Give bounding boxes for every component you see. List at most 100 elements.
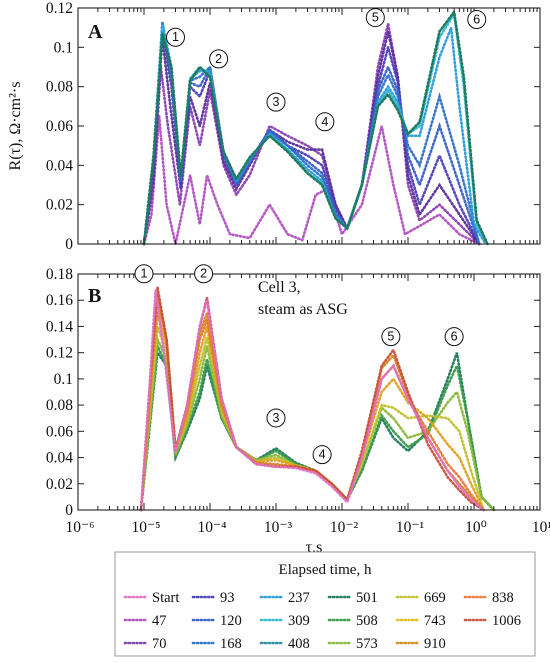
legend-item-573: 573 xyxy=(327,636,378,652)
x-tick-label: 10⁻¹ xyxy=(396,519,425,536)
y-tick-label: 0.02 xyxy=(46,197,73,214)
peak-marker-3: 3 xyxy=(266,408,286,428)
legend-label: 47 xyxy=(152,613,167,629)
series-line-start xyxy=(139,289,485,512)
legend-label: 408 xyxy=(288,636,310,652)
x-tick-label: 10⁻⁴ xyxy=(197,519,226,536)
legend-label: 838 xyxy=(492,590,514,606)
legend-frame xyxy=(114,551,536,657)
peak-number: 6 xyxy=(451,330,458,344)
annotation-line: Cell 3, xyxy=(258,279,301,296)
legend-item-408: 408 xyxy=(259,636,310,652)
y-tick-label: 0.16 xyxy=(46,292,73,309)
peak-marker-5: 5 xyxy=(381,327,401,347)
x-tick-label: 10⁰ xyxy=(465,519,487,536)
panel-b: 0 0.02 0.04 0.06 0.08 0.1 0.12 0.14 0.16 0.18 10⁻⁶… xyxy=(46,264,550,556)
legend-item-168: 168 xyxy=(191,636,242,652)
y-tick-label: 0 xyxy=(65,502,73,519)
x-tick-label: 10⁻⁵ xyxy=(131,519,160,536)
peak-circle xyxy=(134,264,154,284)
y-tick-label: 0.12 xyxy=(46,345,73,362)
legend-item-237: 237 xyxy=(259,590,310,606)
peak-number: 1 xyxy=(172,30,179,44)
panel-letter: A xyxy=(88,21,103,43)
legend-label: 93 xyxy=(220,590,235,606)
legend: Elapsed time, h Start 47 70 93 120 168 237 309 40… xyxy=(114,551,536,657)
peak-number: 3 xyxy=(273,95,280,109)
legend-label: 120 xyxy=(220,613,242,629)
peak-circle xyxy=(266,92,286,112)
peak-marker-4: 4 xyxy=(315,112,335,132)
legend-item-501: 501 xyxy=(327,590,378,606)
peak-circle xyxy=(194,264,214,284)
peak-circle xyxy=(209,49,229,69)
y-tick-label: 0.14 xyxy=(46,318,73,335)
legend-label: 669 xyxy=(424,590,446,606)
legend-label: 70 xyxy=(152,636,167,652)
y-tick-label: 0.06 xyxy=(46,423,73,440)
legend-label: 910 xyxy=(424,636,446,652)
panel-a: 0 0.02 0.04 0.06 0.08 0.1 0.12 A 1 2 3 4 5 6 R(τ), Ω·c… xyxy=(7,0,541,253)
peak-number: 5 xyxy=(372,11,379,25)
peak-marker-1: 1 xyxy=(165,27,185,47)
legend-item-70: 70 xyxy=(123,636,167,652)
y-tick-label: 0.02 xyxy=(46,476,73,493)
peak-circle xyxy=(165,27,185,47)
x-tick-label: 10¹ xyxy=(532,519,550,536)
x-tick-label: 10⁻⁶ xyxy=(65,519,94,536)
legend-title: Elapsed time, h xyxy=(279,562,372,578)
panel-letter: B xyxy=(88,285,101,307)
peak-marker-3: 3 xyxy=(266,92,286,112)
y-tick-label: 0.06 xyxy=(46,118,73,135)
peak-marker-6: 6 xyxy=(467,10,487,30)
y-tick-label: 0.12 xyxy=(46,0,73,17)
legend-item-910: 910 xyxy=(395,636,446,652)
plot-frame xyxy=(77,273,541,511)
legend-item-743: 743 xyxy=(395,613,446,629)
legend-label: Start xyxy=(152,590,179,606)
y-axis-label: R(τ), Ω·cm²·s xyxy=(7,82,24,171)
y-tick-label: 0.04 xyxy=(46,450,73,467)
peak-circle xyxy=(315,112,335,132)
y-tick-label: 0.08 xyxy=(46,79,73,96)
series-line-501 xyxy=(142,8,489,246)
legend-item-1006: 1006 xyxy=(463,613,521,629)
legend-item-93: 93 xyxy=(191,590,235,606)
legend-label: 168 xyxy=(220,636,242,652)
legend-label: 309 xyxy=(288,613,310,629)
peak-number: 5 xyxy=(387,330,394,344)
peak-circle xyxy=(381,327,401,347)
peak-number: 1 xyxy=(141,267,148,281)
peak-number: 3 xyxy=(273,411,280,425)
legend-label: 573 xyxy=(356,636,378,652)
legend-item-start: Start xyxy=(123,590,179,606)
legend-item-669: 669 xyxy=(395,590,446,606)
legend-label: 501 xyxy=(356,590,378,606)
peak-circle xyxy=(467,10,487,30)
legend-item-309: 309 xyxy=(259,613,310,629)
x-tick-label: 10⁻² xyxy=(330,519,359,536)
legend-item-838: 838 xyxy=(463,590,514,606)
legend-label: 508 xyxy=(356,613,378,629)
peak-circle xyxy=(266,408,286,428)
peak-number: 2 xyxy=(200,267,207,281)
legend-label: 237 xyxy=(288,590,310,606)
y-tick-label: 0.08 xyxy=(46,397,73,414)
peak-marker-1: 1 xyxy=(134,264,154,284)
peak-marker-5: 5 xyxy=(365,8,385,28)
y-tick-label: 0.04 xyxy=(46,157,73,174)
peak-circle xyxy=(312,445,332,465)
legend-item-47: 47 xyxy=(123,613,167,629)
peak-number: 4 xyxy=(319,448,326,462)
peak-circle xyxy=(365,8,385,28)
peak-marker-2: 2 xyxy=(194,264,214,284)
y-tick-label: 0 xyxy=(65,236,73,253)
legend-label: 1006 xyxy=(492,613,521,629)
legend-item-508: 508 xyxy=(327,613,378,629)
x-tick-label: 10⁻³ xyxy=(264,519,293,536)
y-tick-label: 0.1 xyxy=(54,39,73,56)
peak-marker-4: 4 xyxy=(312,445,332,465)
annotation-line: steam as ASG xyxy=(258,301,348,318)
peak-number: 6 xyxy=(473,13,480,27)
y-tick-label: 0.18 xyxy=(46,266,73,283)
